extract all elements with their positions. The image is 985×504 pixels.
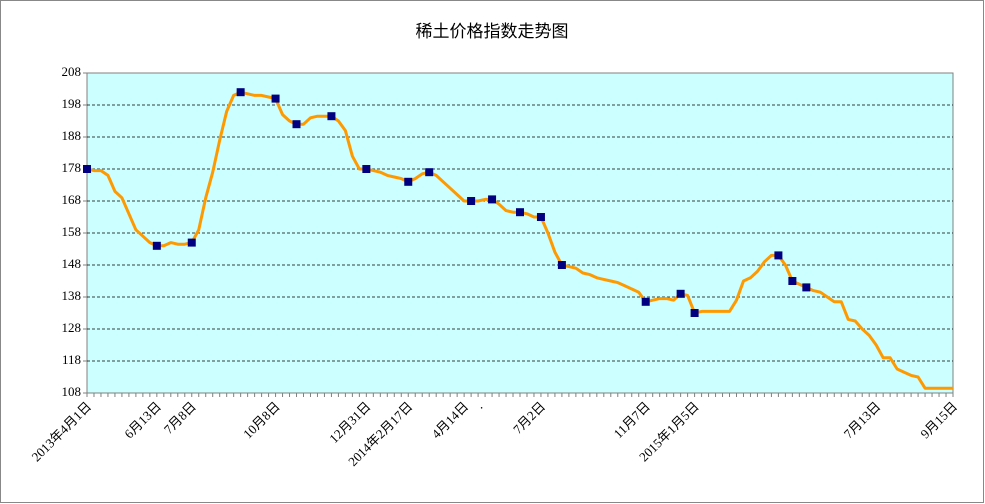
point-marker — [83, 165, 91, 173]
y-tick-label: 128 — [62, 320, 82, 335]
y-tick-label: 108 — [62, 384, 82, 399]
point-marker — [187, 238, 196, 247]
point-marker — [802, 283, 811, 292]
point-marker — [362, 165, 371, 173]
y-tick-label: 188 — [62, 128, 82, 143]
y-tick-label: 158 — [62, 224, 82, 239]
point-marker — [488, 195, 497, 204]
point-marker — [788, 277, 797, 285]
point-marker — [536, 213, 545, 221]
point-marker — [425, 168, 434, 177]
y-tick-label: 208 — [62, 64, 82, 79]
chart-title: 稀土价格指数走势图 — [416, 22, 569, 41]
point-marker — [774, 251, 783, 260]
point-marker — [676, 289, 685, 298]
point-marker — [327, 112, 336, 121]
y-tick-label: 148 — [62, 256, 82, 271]
point-marker — [516, 208, 524, 217]
y-tick-label: 118 — [62, 352, 81, 367]
y-tick-label: 198 — [62, 96, 82, 111]
point-marker — [641, 297, 650, 306]
point-marker — [271, 94, 280, 103]
point-marker — [557, 261, 566, 269]
point-marker — [152, 241, 161, 250]
y-tick-label: 168 — [62, 192, 82, 207]
point-marker — [467, 197, 476, 205]
point-marker — [690, 309, 699, 317]
point-marker — [404, 177, 413, 186]
point-marker — [236, 88, 245, 97]
point-marker — [292, 120, 301, 129]
y-tick-label: 138 — [62, 288, 82, 303]
y-tick-label: 178 — [62, 160, 82, 175]
